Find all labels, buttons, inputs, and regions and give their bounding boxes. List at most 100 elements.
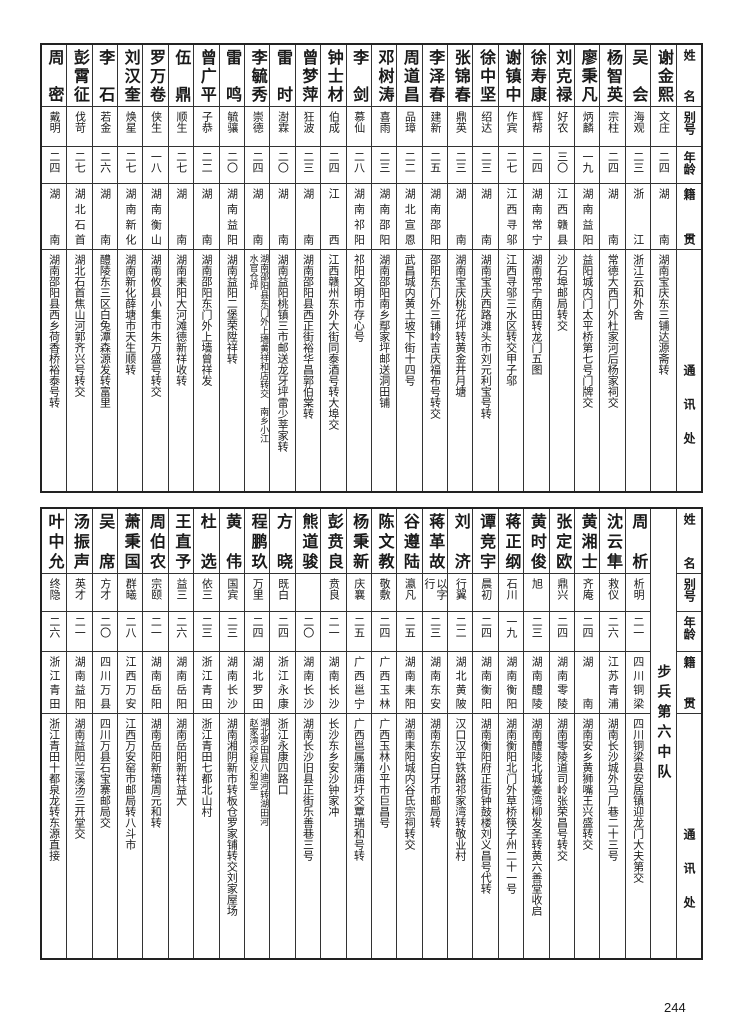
person-address: 沙石埠邮局转交 <box>555 254 569 331</box>
person-address: 湖南宝庆西路滩头市刘元利宝号转 <box>479 254 493 419</box>
person-alias: 宗柱 <box>606 111 620 133</box>
person-alias-cell: 鼎兴 <box>549 574 575 612</box>
person-address: 湖南长沙城外马厂巷二十三号 <box>606 718 620 861</box>
person-alias-cell: 晨初 <box>473 574 498 612</box>
person-native-place-cell: 浙江青田 <box>194 652 219 714</box>
person-age-cell: 一八 <box>143 147 168 184</box>
person-native-place: 湖南 <box>174 188 188 245</box>
person-name: 汤振声 <box>70 513 90 569</box>
person-alias-cell: 贲良 <box>321 574 346 612</box>
person-column: 黄伟 国宾 二三 湖南长沙 湖南湘阴新市转板仓罗家铺转交刘家屋场 <box>218 509 244 958</box>
header-native-place: 籍贯 <box>682 188 697 245</box>
person-name: 周密 <box>45 49 65 102</box>
person-alias-cell: 国宾 <box>219 574 244 612</box>
person-name-cell: 徐中坚 <box>473 45 498 107</box>
person-alias-cell: 齐庵 <box>575 574 600 612</box>
person-alias: 齐庵 <box>581 578 595 600</box>
person-address-cell: 湖北石首焦山河郭齐兴号转交 <box>67 250 91 491</box>
person-address: 浙江永康四路口 <box>276 718 290 795</box>
person-address: 广西邕属蒲庙圩交覃瑞和号转 <box>352 718 366 861</box>
person-alias: 庆襄 <box>352 578 366 600</box>
person-address-cell: 广西邕属蒲庙圩交覃瑞和号转 <box>347 714 371 958</box>
person-native-place: 湖南 <box>98 188 112 245</box>
person-alias-cell: 益三 <box>168 574 194 612</box>
person-column: 谢镇中 作宾 二七 江西寻邬 江西寻邬三水区转交甲子邬 <box>497 45 524 491</box>
person-column: 刘汉奎 焕星 二七 湖南新化 湖南新化薛塘市天生顺转 <box>117 45 143 491</box>
person-alias: 喜雨 <box>378 111 392 133</box>
person-alias: 海观 <box>632 111 646 133</box>
person-address-cell: 湖南邵阳东门外上墙曾祥发 <box>194 250 218 491</box>
person-alias-cell: 既白 <box>270 574 295 612</box>
person-alias-cell: 伯成 <box>321 107 346 147</box>
person-alias-cell: 绍达 <box>473 107 498 147</box>
person-alias-cell: 宗柱 <box>600 107 625 147</box>
header-native-place-cell: 籍贯 <box>676 184 701 250</box>
person-native-place-cell: 湖北黄陂 <box>448 652 473 714</box>
person-age: 二三 <box>631 151 645 173</box>
header-age-cell: 年龄 <box>676 147 701 184</box>
person-address: 湖南耒阳大河滩德新祥收转 <box>174 254 188 386</box>
person-native-place-cell: 湖南 <box>194 184 219 250</box>
person-native-place-cell: 湖南岳阳 <box>168 652 194 714</box>
person-name-cell: 曾梦萍 <box>295 45 321 107</box>
roster-table-top: 姓名 别号 年龄 籍贯 通讯处 谢金熙 文庄 二四 湖南 湖南宝庆东三铺达源斋转 吴会 海观 二三 浙江浙… <box>40 43 703 493</box>
person-age-cell: 二〇 <box>270 147 295 184</box>
person-name-cell: 谢镇中 <box>498 45 524 107</box>
header-native-place-cell: 籍贯 <box>676 652 701 714</box>
person-native-place: 四川铜梁 <box>631 656 645 709</box>
person-native-place: 江西赣县 <box>555 188 569 245</box>
person-address-cell: 湖南长沙城外马厂巷二十三号 <box>600 714 624 958</box>
person-age: 三〇 <box>555 151 569 173</box>
person-native-place: 湖南零陵 <box>555 656 569 709</box>
person-alias-cell: 庆襄 <box>346 574 371 612</box>
person-name-cell: 吴会 <box>625 45 651 107</box>
person-name: 张锦春 <box>451 49 471 102</box>
person-age-cell: 二三 <box>295 147 321 184</box>
person-age-cell: 二七 <box>498 147 524 184</box>
person-age-cell: 二四 <box>575 612 600 652</box>
person-alias: 旭 <box>530 578 544 589</box>
person-age-cell: 二五 <box>346 612 371 652</box>
person-address: 湖南益阳兰溪汤三开堂交 <box>73 718 87 839</box>
person-native-place-cell: 湖南益阳 <box>575 184 600 250</box>
person-name: 周伯农 <box>147 513 166 569</box>
person-name: 张定欧 <box>553 513 573 569</box>
person-native-place-cell: 湖南 <box>92 184 118 250</box>
person-native-place: 湖南 <box>657 188 671 245</box>
person-alias-cell: 好农 <box>549 107 575 147</box>
person-age: 二四 <box>479 616 493 638</box>
person-name-cell: 彭贲良 <box>321 509 346 574</box>
person-column: 周道昌 品璋 二二 湖北宣恩 武昌城内黄土坡下街十四号 <box>396 45 422 491</box>
person-alias: 敬敷 <box>378 578 392 600</box>
person-age-cell: 二二 <box>194 147 219 184</box>
person-column: 周密 戴明 二四 湖南 湖南邵阳县西乡荷香桥裕泰号转 <box>41 45 67 491</box>
person-alias: 狂波 <box>301 111 315 133</box>
person-name: 杜选 <box>197 513 217 569</box>
person-name: 周析 <box>629 513 649 569</box>
person-age: 二四 <box>530 151 544 173</box>
person-name: 谷遵陆 <box>400 513 420 569</box>
person-native-place: 湖南长沙 <box>327 656 341 709</box>
person-address-cell: 湖南安乡黄狮嘴王兴盛转交 <box>575 714 599 958</box>
person-address: 汉口汉平铁路祁家湾转敬业村 <box>453 718 467 861</box>
person-name: 杨智英 <box>604 49 624 102</box>
person-address: 湖南湘阴新市转板仓罗家铺转交刘家屋场 <box>225 718 239 916</box>
person-age: 二三 <box>530 616 544 638</box>
header-address: 通讯处 <box>682 828 696 930</box>
person-column: 王直予 益三 二六 湖南岳阳 湖南岳阳新祥益大 <box>167 509 194 958</box>
person-name-cell: 伍鼎 <box>168 45 194 107</box>
person-name-cell: 李石 <box>92 45 118 107</box>
person-native-place-cell: 湖南醴陵 <box>524 652 549 714</box>
person-alias: 晨初 <box>479 578 493 600</box>
person-age-cell: 二二 <box>448 612 473 652</box>
person-alias: 方才 <box>98 578 112 600</box>
person-age-cell: 二三 <box>371 147 397 184</box>
person-native-place: 湖南 <box>276 188 290 245</box>
person-alias: 建新 <box>428 111 442 133</box>
person-name: 熊道骏 <box>299 513 319 569</box>
person-address: 湖南耒阳城内谷氏宗祠转交 <box>403 718 417 850</box>
person-age-cell: 二三 <box>219 612 244 652</box>
person-age: 二八 <box>352 151 366 173</box>
person-alias-cell: 伐苛 <box>67 107 92 147</box>
person-name: 杨秉新 <box>350 513 370 569</box>
